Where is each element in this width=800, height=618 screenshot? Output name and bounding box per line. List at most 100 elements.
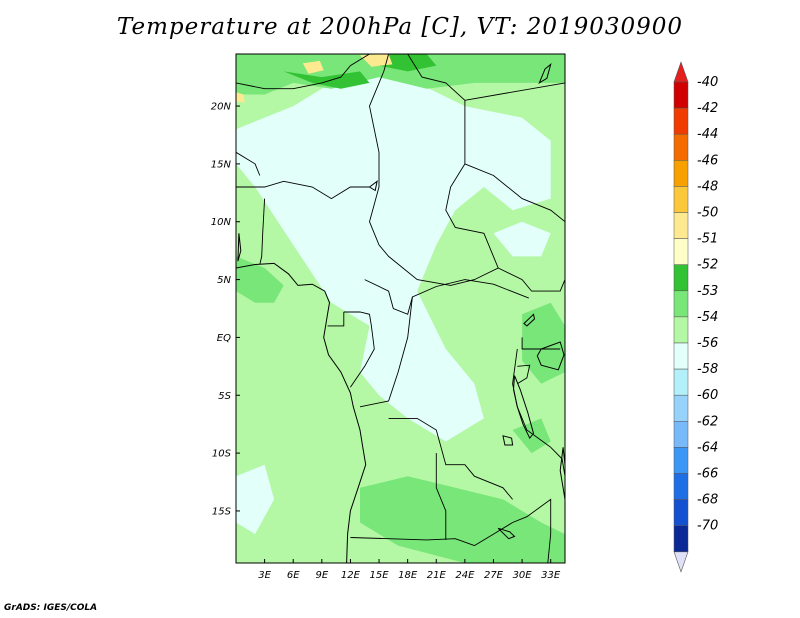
colorbar-swatch-m50	[673, 212, 689, 239]
colorbar-label-m46: -46	[697, 153, 718, 168]
region-m51-9	[283, 71, 370, 89]
chart-title: Temperature at 200hPa [C], VT: 201903090…	[116, 14, 684, 40]
colorbar-label-m48: -48	[697, 179, 718, 194]
region-m50-12	[360, 54, 393, 67]
colorbar-swatch-m66	[673, 473, 689, 500]
x-tick-label-9E: 9E	[315, 570, 328, 581]
colorbar-label-m44: -44	[697, 127, 718, 142]
border-line-3	[464, 82, 565, 101]
colorbar-swatch-m51	[673, 238, 689, 265]
x-tick-label-21E: 21E	[427, 570, 447, 581]
border-line-8	[259, 198, 266, 265]
y-axis: 20N 15N 10N 5N EQ 5S 10S 15S	[211, 102, 240, 517]
x-tick-label-15E: 15E	[370, 570, 390, 581]
border-line-6	[236, 180, 370, 200]
x-tick-label-24E: 24E	[455, 570, 475, 581]
border-line-5	[498, 267, 565, 292]
y-tick-label-5N: 5N	[217, 275, 231, 286]
y-tick-label-15N: 15N	[211, 159, 232, 170]
colorbar-swatch-m62	[673, 421, 689, 448]
colorbar-top-arrow	[673, 61, 689, 83]
colorbar-label-m50: -50	[697, 206, 718, 221]
coastline	[236, 262, 367, 563]
border-line-10	[359, 296, 413, 408]
region-m52-7	[360, 476, 565, 563]
border-line-12	[327, 312, 345, 327]
colorbar-label-m52: -52	[697, 258, 718, 273]
border-line-17	[521, 337, 561, 350]
colorbar-swatch-m48	[673, 186, 689, 213]
colorbar-swatch-m60	[673, 394, 689, 422]
lake-outline-7	[497, 527, 516, 540]
colorbar-label-m54: -54	[697, 310, 718, 325]
region-m52-6	[522, 302, 565, 384]
region-m51-10	[379, 54, 437, 72]
colorbar-swatch-m70	[673, 525, 689, 553]
y-tick-label-20N: 20N	[211, 102, 232, 113]
colorbar-swatch-m40	[673, 81, 689, 109]
colorbar-label-m42: -42	[697, 101, 718, 116]
lake-outline-8	[538, 63, 552, 85]
colorbar-label-m66: -66	[697, 467, 718, 482]
y-tick-label-10N: 10N	[211, 217, 232, 228]
colorbar-label-m64: -64	[697, 440, 718, 455]
x-tick-label-30E: 30E	[513, 570, 533, 581]
colorbar-swatch-m52	[673, 264, 689, 292]
y-tick-label-15S: 15S	[212, 506, 232, 517]
colorbar-label-m56: -56	[697, 336, 718, 351]
grads-credit: GrADS: IGES/COLA	[4, 603, 98, 613]
colorbar-legend: -40 -42 -44 -46 -48 -50 -51 -52 -53 -54 -56 -58 -60 -…	[673, 61, 718, 573]
colorbar-swatch-m68	[673, 499, 689, 526]
colorbar-swatch-m54	[673, 316, 689, 344]
y-tick-label-5S: 5S	[218, 391, 231, 402]
colorbar-label-m62: -62	[697, 414, 718, 429]
border-line-18	[517, 364, 531, 385]
border-line-13	[388, 417, 513, 500]
colorbar-swatch-m44	[673, 133, 689, 161]
y-tick-label-EQ: EQ	[217, 333, 231, 344]
y-tick-label-10S: 10S	[212, 449, 232, 460]
border-line-15	[435, 453, 447, 540]
x-tick-label-3E: 3E	[258, 570, 271, 581]
colorbar-label-m70: -70	[697, 519, 718, 534]
border-line-14	[350, 537, 475, 547]
colorbar-swatch-m42	[673, 107, 689, 135]
border-line-2	[369, 54, 499, 286]
region-m52-5	[236, 256, 284, 303]
temperature-shading	[236, 54, 565, 563]
colorbar-swatch-m53	[673, 290, 689, 318]
border-line-4	[464, 163, 565, 223]
colorbar-swatch-m56	[673, 342, 689, 370]
border-line-1	[407, 54, 466, 101]
lake-outline-6	[237, 233, 242, 262]
map-frame	[235, 53, 566, 564]
lake-outline-5	[368, 180, 378, 192]
border-line-11	[343, 311, 375, 388]
x-tick-label-18E: 18E	[398, 570, 418, 581]
x-tick-label-33E: 33E	[541, 570, 561, 581]
region-m54-3	[236, 464, 275, 535]
colorbar-label-m58: -58	[697, 362, 718, 377]
colorbar-swatch-m64	[673, 447, 689, 474]
lake-outline-0	[536, 341, 565, 371]
colorbar-label-m60: -60	[697, 388, 718, 403]
region-m54-1	[407, 152, 475, 199]
coastline-0	[236, 262, 367, 563]
map-area	[236, 54, 565, 563]
lake-outline-4	[502, 435, 514, 446]
colorbar-bottom-arrow	[673, 551, 689, 573]
colorbar-label-m68: -68	[697, 493, 718, 508]
border-line-7	[236, 151, 261, 176]
colorbar-label-m40: -40	[697, 75, 718, 90]
colorbar-label-m53: -53	[697, 284, 718, 299]
colorbar-swatch-m58	[673, 368, 689, 396]
region-m50-11	[302, 60, 324, 74]
x-tick-label-6E: 6E	[287, 570, 300, 581]
border-line-19	[474, 498, 552, 563]
x-tick-label-12E: 12E	[341, 570, 361, 581]
x-axis: 3E 6E 9E 12E 15E 18E 21E 24E 27E 30E 33E	[258, 559, 561, 581]
lake-outline-3	[523, 313, 536, 327]
border-line-0	[236, 54, 370, 90]
region-m54-2	[493, 221, 551, 257]
